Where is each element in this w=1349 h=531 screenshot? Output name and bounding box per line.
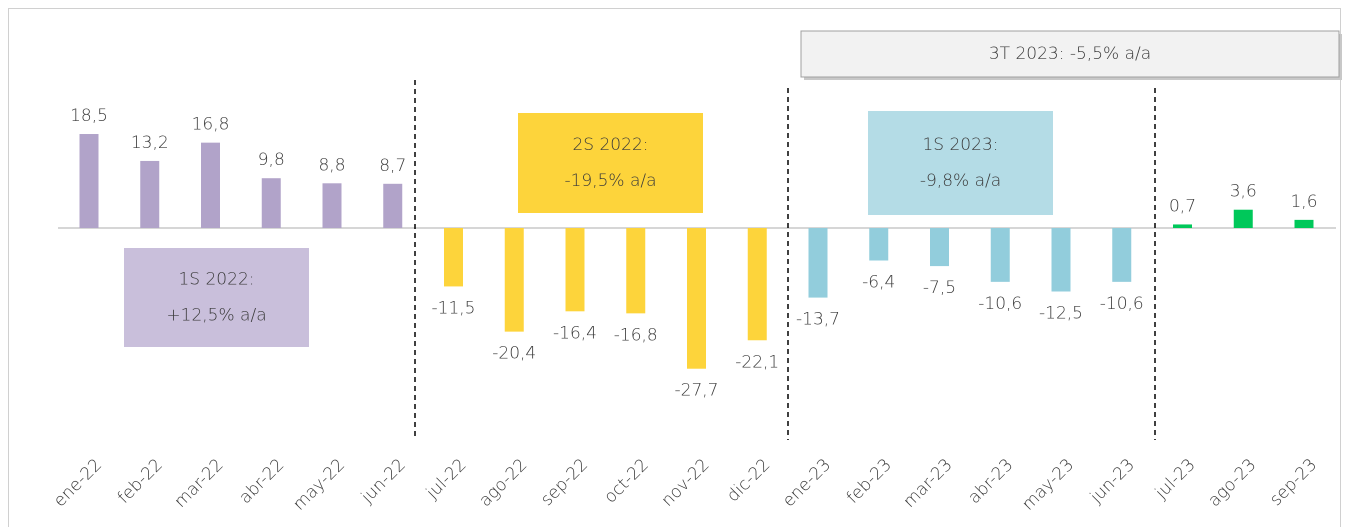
bar bbox=[747, 228, 767, 341]
bar bbox=[808, 228, 828, 298]
annotation-text: 1S 2022: bbox=[178, 270, 254, 290]
x-tick-label: ago-23 bbox=[1204, 455, 1260, 511]
x-tick-label: mar-23 bbox=[900, 455, 957, 512]
value-label: 13,2 bbox=[131, 133, 169, 153]
x-tick-label: feb-22 bbox=[114, 455, 167, 508]
bar bbox=[504, 228, 524, 332]
value-label: -13,7 bbox=[796, 310, 840, 330]
value-label: 3,6 bbox=[1230, 182, 1257, 202]
bar bbox=[383, 183, 403, 228]
value-label: -20,4 bbox=[492, 344, 536, 364]
x-tick-label: dic-22 bbox=[723, 455, 774, 506]
x-tick-label: jul-22 bbox=[422, 455, 471, 504]
x-tick-label: jun-22 bbox=[357, 455, 410, 508]
bar bbox=[1233, 209, 1253, 228]
x-tick-label: sep-23 bbox=[1266, 455, 1321, 510]
x-tick-label: abr-23 bbox=[964, 455, 1017, 508]
bar bbox=[1294, 219, 1314, 228]
bar bbox=[565, 228, 585, 312]
bar bbox=[140, 160, 160, 228]
value-label: 1,6 bbox=[1290, 192, 1317, 212]
bar bbox=[626, 228, 646, 314]
bar bbox=[930, 228, 949, 267]
x-tick-label: may-22 bbox=[289, 455, 349, 515]
value-label: 18,5 bbox=[70, 106, 108, 126]
x-tick-label: jun-23 bbox=[1086, 455, 1139, 508]
x-tick-label: oct-22 bbox=[600, 455, 652, 507]
x-tick-label: ene-23 bbox=[779, 455, 835, 511]
annotation-text: +12,5% a/a bbox=[166, 306, 266, 326]
bar bbox=[990, 228, 1010, 282]
x-tick-label: ago-22 bbox=[475, 455, 531, 511]
bar bbox=[261, 178, 281, 228]
bar bbox=[79, 134, 99, 228]
bar bbox=[1112, 228, 1132, 282]
value-label: -10,6 bbox=[1100, 294, 1144, 314]
x-tick-label: abr-22 bbox=[235, 455, 288, 508]
value-label: -6,4 bbox=[862, 273, 895, 293]
x-tick-label: feb-23 bbox=[843, 455, 896, 508]
value-label: 0,7 bbox=[1169, 196, 1196, 216]
value-label: -12,5 bbox=[1039, 304, 1083, 324]
annotation-box bbox=[518, 113, 703, 213]
annotation-box bbox=[124, 248, 309, 347]
annotation-box bbox=[868, 111, 1053, 215]
bar bbox=[322, 183, 342, 228]
bar bbox=[687, 228, 706, 369]
bar bbox=[869, 228, 889, 261]
annotation-text: 1S 2023: bbox=[922, 135, 998, 155]
value-label: -7,5 bbox=[923, 278, 956, 298]
value-label: 9,8 bbox=[258, 150, 285, 170]
value-label: -16,4 bbox=[553, 323, 597, 343]
value-label: 8,8 bbox=[318, 155, 345, 175]
annotation-text: -19,5% a/a bbox=[564, 171, 656, 191]
bar bbox=[1051, 228, 1071, 292]
x-tick-label: may-23 bbox=[1018, 455, 1078, 515]
x-tick-label: nov-22 bbox=[658, 455, 714, 511]
value-label: -16,8 bbox=[614, 325, 658, 345]
bar bbox=[444, 228, 463, 287]
value-label: -27,7 bbox=[675, 381, 719, 401]
x-tick-label: ene-22 bbox=[50, 455, 106, 511]
x-tick-label: jul-23 bbox=[1151, 455, 1200, 504]
value-label: -22,1 bbox=[735, 352, 779, 372]
annotation-text: 2S 2022: bbox=[572, 135, 648, 155]
bar bbox=[1173, 224, 1192, 228]
value-label: -11,5 bbox=[432, 298, 476, 318]
dividers bbox=[414, 80, 1156, 440]
value-label: -10,6 bbox=[978, 294, 1022, 314]
x-tick-label: sep-22 bbox=[537, 455, 592, 510]
x-tick-label: mar-22 bbox=[171, 455, 228, 512]
value-label: 8,7 bbox=[379, 156, 406, 176]
annotation-text: 3T 2023: -5,5% a/a bbox=[989, 44, 1151, 64]
frame bbox=[8, 8, 1341, 531]
bar bbox=[201, 142, 220, 228]
value-label: 16,8 bbox=[192, 115, 230, 135]
annotation-box bbox=[800, 30, 1340, 78]
annotation-text: -9,8% a/a bbox=[920, 171, 1001, 191]
